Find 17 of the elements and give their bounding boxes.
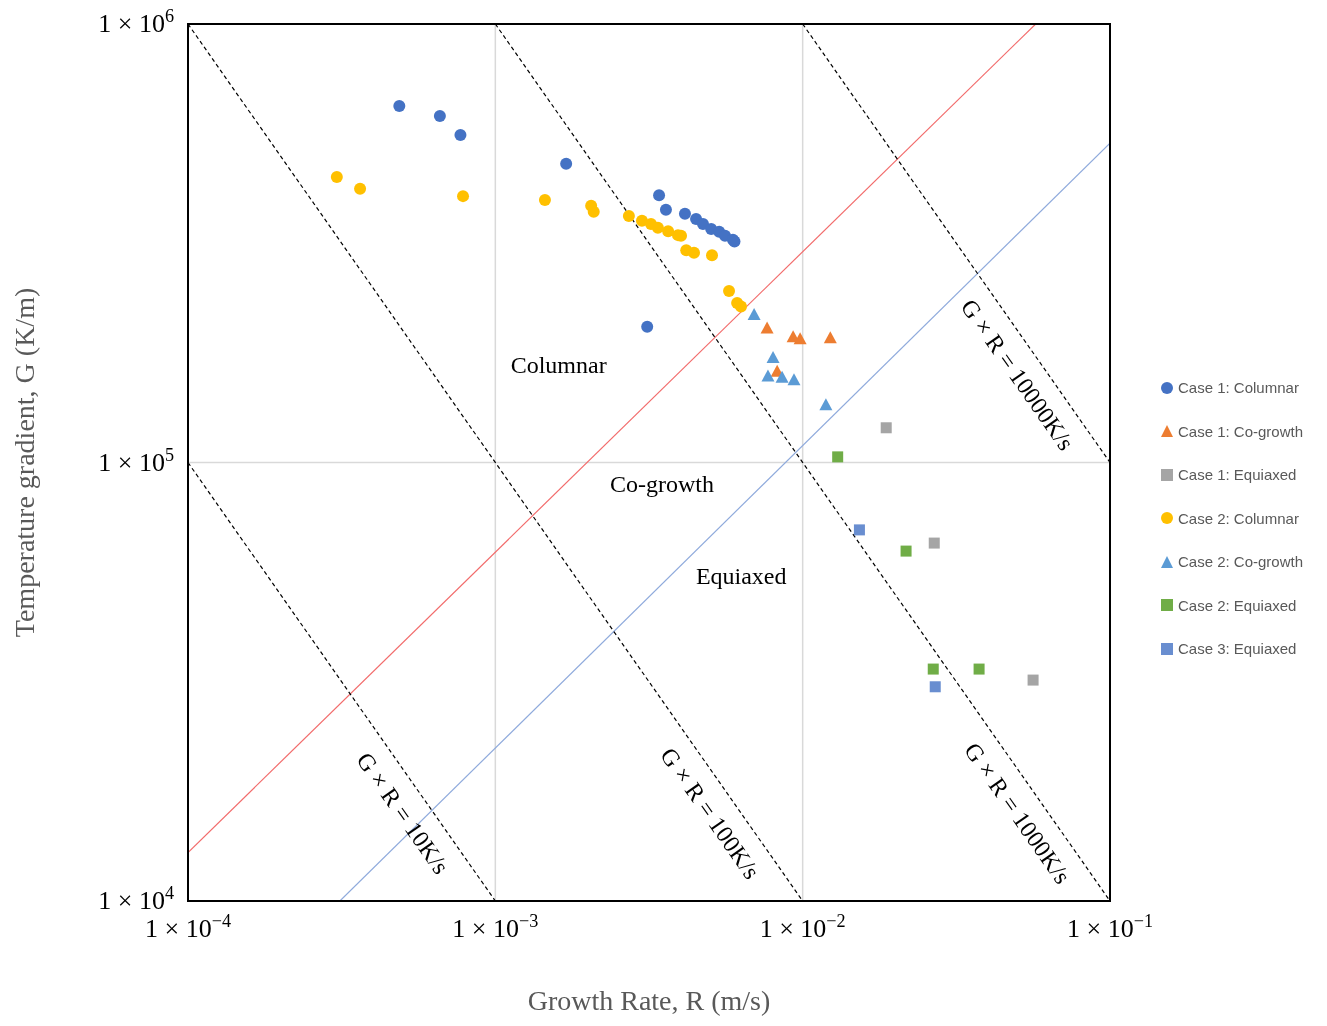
legend-label: Case 2: Equiaxed [1178,596,1297,614]
x-axis-title: Growth Rate, R (m/s) [527,985,771,1016]
y-axis-title: Temperature gradient, G (K/m) [9,287,41,638]
annotation: Equiaxed [695,562,787,589]
legend-label: Case 2: Co-growth [1178,553,1304,571]
x-tick-label: 1 × 10$^{−1}$ [1066,911,1154,943]
x-tick-label: 1 × 10$^{−3}$ [452,911,539,943]
y-tick-label: 1 × 10$^{6}$ [98,6,174,38]
legend-label: Case 1: Co-growth [1178,422,1304,440]
legend-label: Case 3: Equiaxed [1178,640,1297,658]
legend-label: Case 1: Equiaxed [1178,466,1297,484]
y-tick-label: 1 × 10$^{5}$ [98,444,174,477]
annotation: Columnar [510,352,607,379]
legend-label: Case 2: Columnar [1178,509,1299,527]
annotation: Co-growth [609,470,714,497]
legend-label: Case 1: Columnar [1178,379,1299,397]
x-tick-label: 1 × 10$^{−2}$ [759,911,846,943]
